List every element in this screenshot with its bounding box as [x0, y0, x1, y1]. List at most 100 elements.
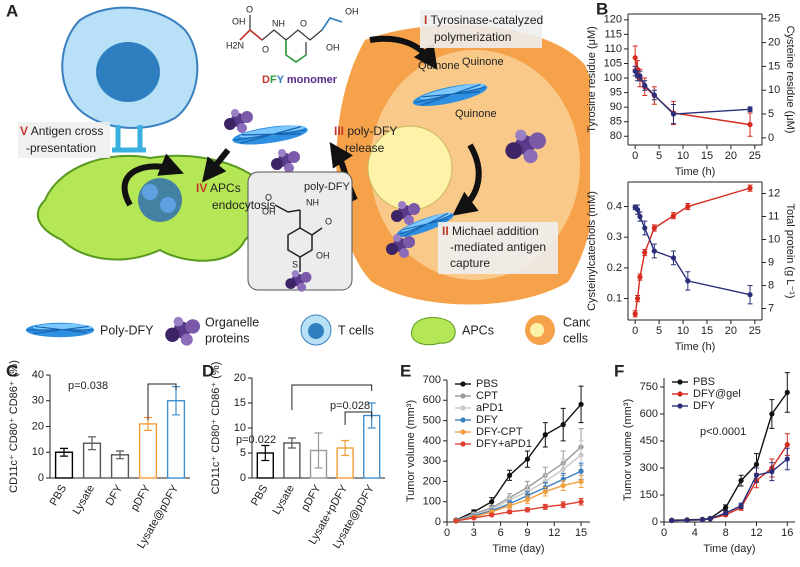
atom: OH: [316, 250, 330, 260]
y-tick-label: 120: [604, 14, 622, 26]
endosome: [138, 178, 182, 222]
point: [471, 515, 477, 521]
arrow: [121, 153, 184, 207]
x-tick-label: 25: [749, 150, 761, 162]
x-tick-label: Lysate: [271, 483, 297, 517]
x-tick-label: 25: [749, 325, 761, 337]
point: [738, 478, 744, 484]
legend-marker: [460, 405, 466, 411]
point: [651, 248, 657, 254]
series-line: [671, 391, 788, 521]
point: [784, 442, 790, 448]
point: [524, 497, 531, 503]
series-line: [455, 470, 582, 522]
step-label: II Michael addition: [442, 224, 539, 238]
point: [489, 499, 495, 505]
annotation: p=0.038: [68, 380, 108, 392]
x-tick-label: DFY: [104, 482, 126, 508]
y-tick-label: 105: [604, 57, 622, 69]
x-tick-label: 15: [575, 527, 587, 539]
panel-label: E: [400, 361, 411, 380]
y-tick-label: 400: [423, 435, 441, 447]
y2-tick-label: 10: [768, 84, 780, 96]
point: [524, 456, 531, 462]
x-tick-label: pDFY: [129, 482, 154, 513]
point: [632, 311, 638, 317]
monomer-d: [239, 28, 263, 41]
y-tick-label: 0: [435, 516, 441, 528]
monomer-label: DFY monomer: [262, 74, 338, 86]
point: [637, 213, 643, 220]
x-tick-label: PBS: [249, 483, 270, 508]
y2-tick-label: 10: [768, 233, 780, 245]
significance-bracket: [344, 411, 373, 425]
point: [578, 499, 584, 505]
point: [707, 516, 713, 522]
nucleus: [367, 125, 453, 211]
step-label: endocytosis: [212, 198, 275, 212]
legend-icon: [530, 323, 544, 337]
y2-tick-label: 7: [768, 302, 774, 314]
y-tick-label: 90: [610, 101, 622, 113]
atom: O: [265, 192, 272, 202]
step-label: IV APCs: [196, 181, 241, 195]
point: [784, 456, 790, 462]
step-box: [420, 10, 542, 48]
y-axis-title: Cysteinylcatechols (mM): [586, 191, 598, 311]
legend-label: APCs: [462, 323, 494, 337]
error-bar: [116, 450, 124, 460]
point: [542, 488, 548, 495]
y2-tick-label: 11: [768, 210, 779, 222]
y-axis-title: Tumor volume (mm³): [622, 399, 634, 501]
panel-label: C: [6, 361, 18, 380]
y-tick-label: 600: [640, 408, 658, 420]
x-axis-title: Time (h): [675, 341, 716, 353]
step-label: V Antigen cross: [20, 124, 103, 138]
panel-label: B: [596, 0, 608, 18]
point: [747, 106, 753, 112]
y2-tick-label: 15: [768, 60, 780, 72]
y-tick-label: 600: [423, 394, 441, 406]
step-label: I Tyrosinase-catalyzed: [424, 13, 543, 27]
error-bar: [341, 439, 350, 457]
atom: NH: [306, 197, 319, 207]
point: [637, 73, 643, 79]
legend-label: cells: [563, 331, 588, 345]
legend-label: PBS: [476, 378, 498, 390]
atom: S: [292, 259, 298, 269]
series-line: [671, 444, 788, 522]
y-axis-title: CD11c⁺ CD80⁺ CD86⁺ (%): [8, 360, 20, 493]
legend-marker: [677, 379, 683, 385]
point: [634, 295, 641, 302]
point: [489, 512, 495, 518]
x-tick-label: 6: [498, 527, 504, 539]
point: [670, 111, 677, 117]
legend-icon: [308, 323, 324, 339]
x-tick-label: 12: [548, 527, 560, 539]
y-tick-label: 0.2: [607, 262, 622, 274]
step-label: -mediated antigen: [450, 240, 546, 254]
atom: O: [300, 18, 307, 28]
y-tick-label: 750: [640, 381, 658, 393]
quinone-label: Quinone: [418, 60, 460, 72]
point: [685, 203, 691, 210]
bar: [138, 423, 158, 479]
point: [723, 510, 729, 516]
y-tick-label: 150: [640, 489, 658, 501]
y-axis-title: Tyrosine residue (μM): [586, 26, 598, 133]
point: [699, 517, 706, 523]
y2-tick-label: 12: [768, 187, 780, 199]
y-tick-label: 0.3: [607, 231, 622, 243]
legend-marker: [677, 391, 683, 397]
atom: H2N: [226, 40, 244, 50]
series-line: [455, 403, 582, 521]
significance-bracket: [147, 383, 177, 420]
legend-label: Organelle: [205, 315, 259, 329]
legend-label: DFY: [476, 414, 499, 426]
legend-label: T cells: [338, 323, 374, 337]
x-tick-label: 20: [725, 325, 737, 337]
legend-label: proteins: [205, 331, 249, 345]
atom: O: [246, 4, 253, 14]
atom: OH: [232, 16, 246, 26]
